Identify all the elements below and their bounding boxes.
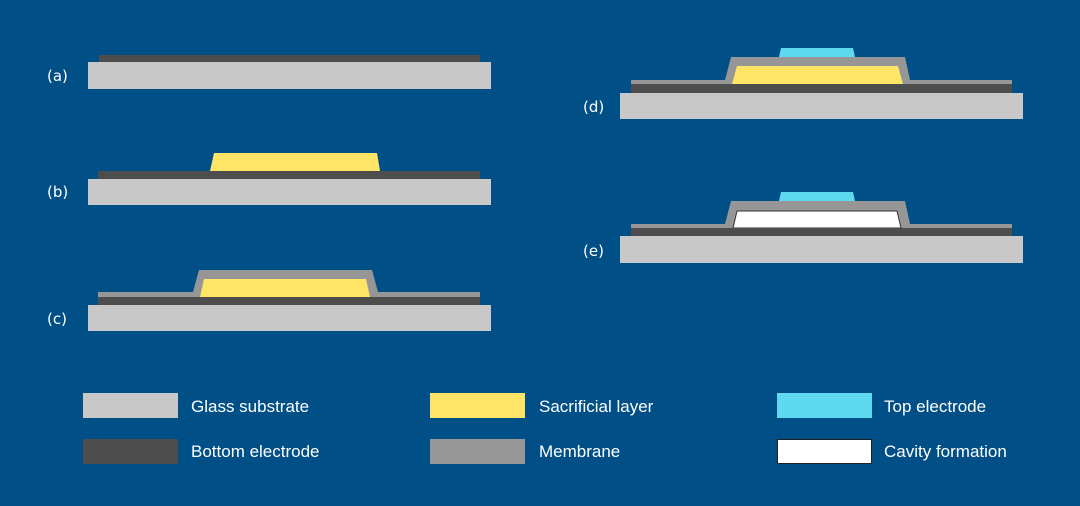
sacrificial-layer [210,153,380,171]
step-b-label: (b) [47,183,68,201]
sacrificial-layer [200,279,370,297]
legend-swatch-glass-substrate [83,393,178,418]
bottom-electrode [98,297,480,305]
step-e: (e) [583,192,1023,263]
glass-substrate [88,305,491,331]
legend-label-membrane: Membrane [539,442,620,461]
legend-label-glass-substrate: Glass substrate [191,397,309,416]
step-a-label: (a) [47,67,68,85]
bottom-electrode [99,55,480,62]
sacrificial-layer [732,66,903,84]
glass-substrate [620,236,1023,263]
top-electrode [779,192,855,201]
cavity [732,210,902,229]
legend-swatch-top-electrode [777,393,872,418]
legend-swatch-cavity-formation [777,439,872,464]
step-c-label: (c) [47,310,67,328]
step-b: (b) [47,153,491,205]
bottom-electrode [631,228,1012,236]
legend-label-top-electrode: Top electrode [884,397,986,416]
bottom-electrode [98,171,480,179]
legend-swatch-bottom-electrode [83,439,178,464]
legend-label-bottom-electrode: Bottom electrode [191,442,320,461]
bottom-electrode [631,84,1012,93]
step-d: (d) [583,48,1023,119]
legend-label-cavity-formation: Cavity formation [884,442,1007,461]
legend-swatch-sacrificial-layer [430,393,525,418]
glass-substrate [88,62,491,89]
step-c: (c) [47,270,491,331]
step-e-label: (e) [583,242,604,260]
legend-label-sacrificial-layer: Sacrificial layer [539,397,654,416]
glass-substrate [620,93,1023,119]
glass-substrate [88,179,491,205]
step-d-label: (d) [583,98,604,116]
step-a: (a) [47,55,491,89]
legend: Glass substrate Sacrificial layer Top el… [83,393,1007,464]
legend-swatch-membrane [430,439,525,464]
top-electrode [779,48,855,57]
